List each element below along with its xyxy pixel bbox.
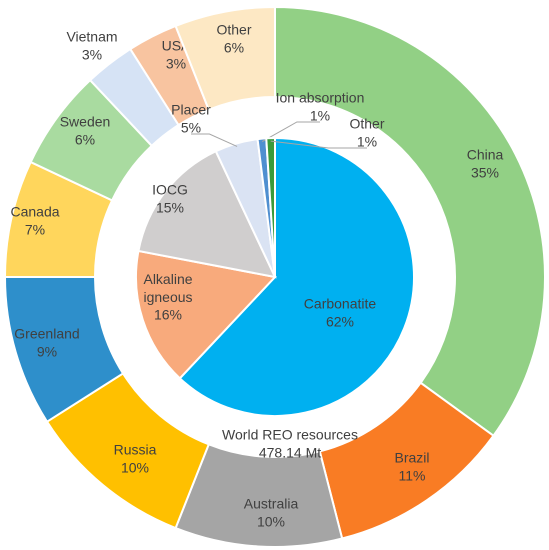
slice-label: Ion absorption [276,90,365,106]
slice-value-label: 5% [181,120,201,136]
slice-label: IOCG [152,182,188,198]
slice-label: Other [349,116,384,132]
slice-value-label: 15% [156,200,184,216]
slice-value-label: 11% [399,468,426,484]
slice-label: China [467,147,504,163]
slice-label: Canada [10,204,59,220]
leader-line [270,140,367,149]
slice [135,249,277,380]
slice-label: Sweden [60,114,111,130]
slice-label: Other [216,22,251,38]
slice-value-label: 1% [310,108,330,124]
leader-line [191,133,238,147]
slice-value-label: 3% [166,56,186,72]
slice-value-label: 35% [471,165,499,181]
slice-value-label: 62% [326,314,354,330]
slice [174,5,276,111]
center-annotation: World REO resources [222,427,358,443]
slice [274,5,546,438]
slice [178,136,415,417]
slice-label: Russia [114,442,157,458]
center-annotation: 478.14 Mt [259,445,321,461]
slice-value-label: 6% [75,132,95,148]
slice-value-label: 16% [154,307,182,323]
slice-value-label: 9% [37,344,57,360]
slice-value-label: 10% [257,514,285,530]
leader-line [261,121,320,143]
slice-value-label: 10% [121,460,149,476]
slice-label: Brazil [394,450,429,466]
slice [137,149,277,279]
slice-label: Carbonatite [304,296,377,312]
slice-label: Alkaline igneous [143,271,192,305]
slice-label: Vietnam [66,29,117,45]
slice-label: Greenland [14,326,79,342]
slice-label: Placer [171,102,211,118]
slice-value-label: 6% [224,40,244,56]
slice-value-label: 7% [25,222,45,238]
slice-value-label: 3% [82,47,102,63]
slice-label: Australia [244,496,299,512]
slice-value-label: 1% [357,134,377,150]
slice [265,136,276,278]
